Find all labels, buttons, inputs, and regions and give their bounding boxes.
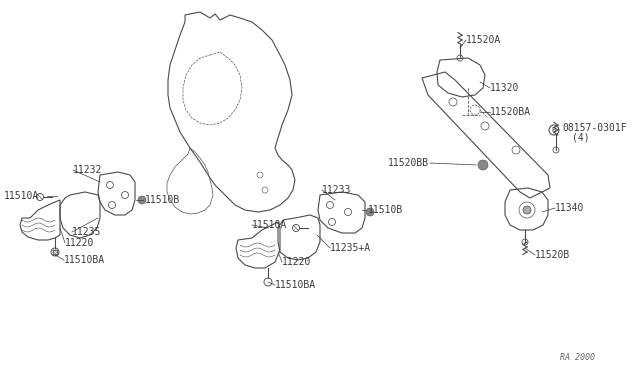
Text: 08157-0301F: 08157-0301F [562, 123, 627, 133]
Text: 11510BA: 11510BA [275, 280, 316, 290]
Text: 11340: 11340 [555, 203, 584, 213]
Text: 11510B: 11510B [368, 205, 403, 215]
Text: 11510B: 11510B [145, 195, 180, 205]
Text: 11520B: 11520B [535, 250, 570, 260]
Text: 11320: 11320 [490, 83, 520, 93]
Text: 11220: 11220 [282, 257, 312, 267]
Text: 11232: 11232 [73, 165, 102, 175]
Circle shape [523, 206, 531, 214]
Text: 11510A: 11510A [4, 191, 39, 201]
Text: B: B [552, 127, 556, 133]
Text: 11233: 11233 [322, 185, 351, 195]
Text: 11520A: 11520A [466, 35, 501, 45]
Text: 11520BB: 11520BB [388, 158, 429, 168]
Circle shape [366, 208, 374, 216]
Text: (4): (4) [572, 133, 589, 143]
Text: 11510A: 11510A [252, 220, 287, 230]
Text: RA 2000: RA 2000 [560, 353, 595, 362]
Circle shape [478, 160, 488, 170]
Text: 11520BA: 11520BA [490, 107, 531, 117]
Text: 11235: 11235 [72, 227, 101, 237]
Text: 11235+A: 11235+A [330, 243, 371, 253]
Text: 11510BA: 11510BA [64, 255, 105, 265]
Text: 11220: 11220 [65, 238, 94, 248]
Circle shape [138, 196, 146, 204]
